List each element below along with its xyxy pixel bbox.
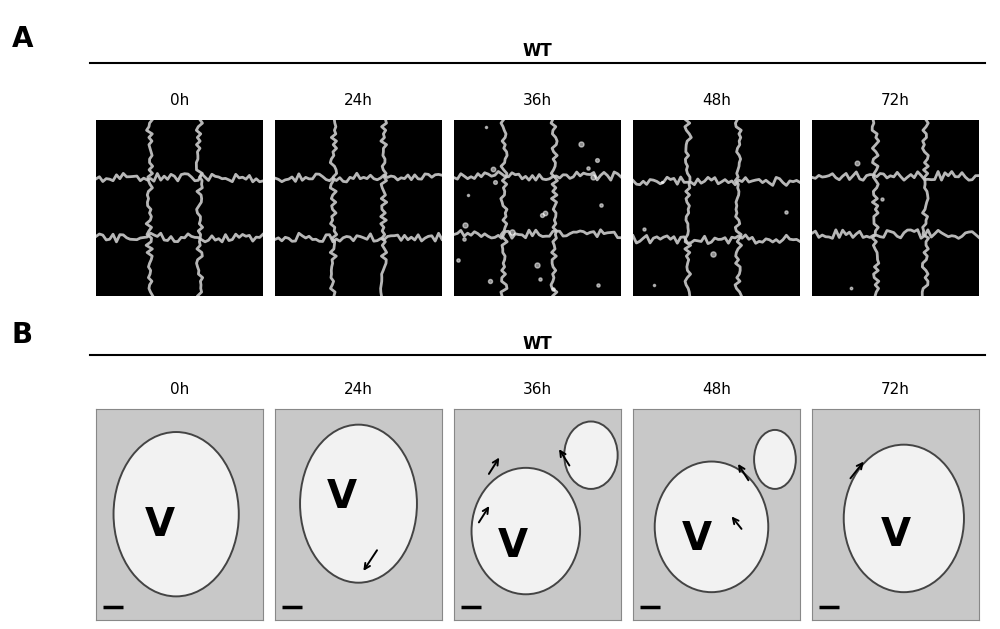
Ellipse shape (564, 421, 618, 489)
Text: 72h: 72h (881, 93, 910, 108)
Text: V: V (327, 478, 357, 516)
Text: 0h: 0h (170, 93, 189, 108)
Text: V: V (497, 527, 528, 565)
Text: 48h: 48h (702, 93, 731, 108)
Text: 36h: 36h (523, 93, 552, 108)
Text: V: V (144, 506, 175, 543)
Text: 0h: 0h (170, 382, 189, 398)
Text: V: V (681, 520, 712, 559)
Text: 48h: 48h (702, 382, 731, 398)
Ellipse shape (472, 468, 580, 594)
Text: 24h: 24h (344, 93, 373, 108)
Text: WT: WT (523, 42, 552, 60)
Text: WT: WT (523, 335, 552, 353)
Text: V: V (880, 516, 911, 554)
Text: 36h: 36h (523, 382, 552, 398)
Text: B: B (12, 321, 33, 349)
Text: 72h: 72h (881, 382, 910, 398)
Ellipse shape (655, 462, 768, 592)
Text: 24h: 24h (344, 382, 373, 398)
Ellipse shape (754, 430, 796, 489)
Ellipse shape (300, 425, 417, 582)
Ellipse shape (114, 432, 239, 596)
Text: A: A (12, 25, 34, 53)
Ellipse shape (844, 445, 964, 592)
